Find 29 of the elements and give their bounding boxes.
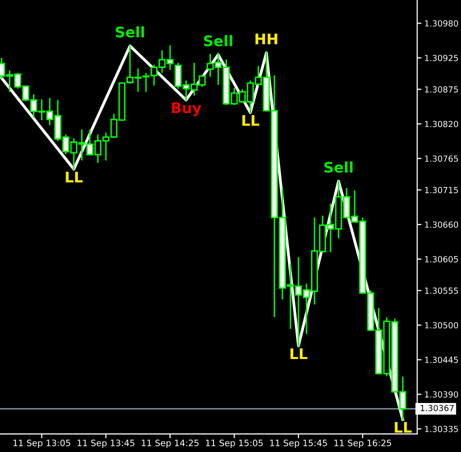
y-tick-label: 1.30390 [425,391,458,398]
annotation: Sell [116,26,144,38]
y-tick-label: 1.30820 [425,120,458,128]
y-tick-label: 1.30875 [425,86,458,93]
x-tick-label: 11 Sep 14:25 [142,440,199,448]
x-tick-label: 11 Sep 16:25 [334,440,392,448]
y-tick-label: 1.30765 [425,155,458,162]
y-tick-label: 1.30555 [425,288,458,294]
y-tick-label: 1.30715 [425,186,458,194]
y-tick-label: 1.30445 [425,356,458,363]
y-tick-label: 1.30335 [425,426,458,432]
annotation: LL [290,348,308,360]
y-tick-label: 1.30980 [425,20,458,27]
annotation: Sell [324,161,353,173]
y-tick-label: 1.30500 [425,322,458,328]
annotation: LL [242,115,260,126]
annotation: LL [66,172,83,182]
annotation: Sell [204,35,232,46]
ref-line-label: 1.30367 [420,404,454,412]
annotation: HH [256,34,278,44]
y-tick-label: 1.30925 [425,54,458,62]
x-tick-label: 11 Sep 15:45 [270,440,327,448]
y-tick-label: 1.30660 [425,221,458,228]
y-tick-label: 1.30605 [425,256,458,262]
x-tick-label: 11 Sep 15:05 [206,440,263,448]
x-tick-label: 11 Sep 13:05 [13,440,70,448]
annotation: Buy [172,102,202,116]
annotation: LL [394,422,412,433]
x-tick-label: 11 Sep 13:45 [78,440,134,448]
